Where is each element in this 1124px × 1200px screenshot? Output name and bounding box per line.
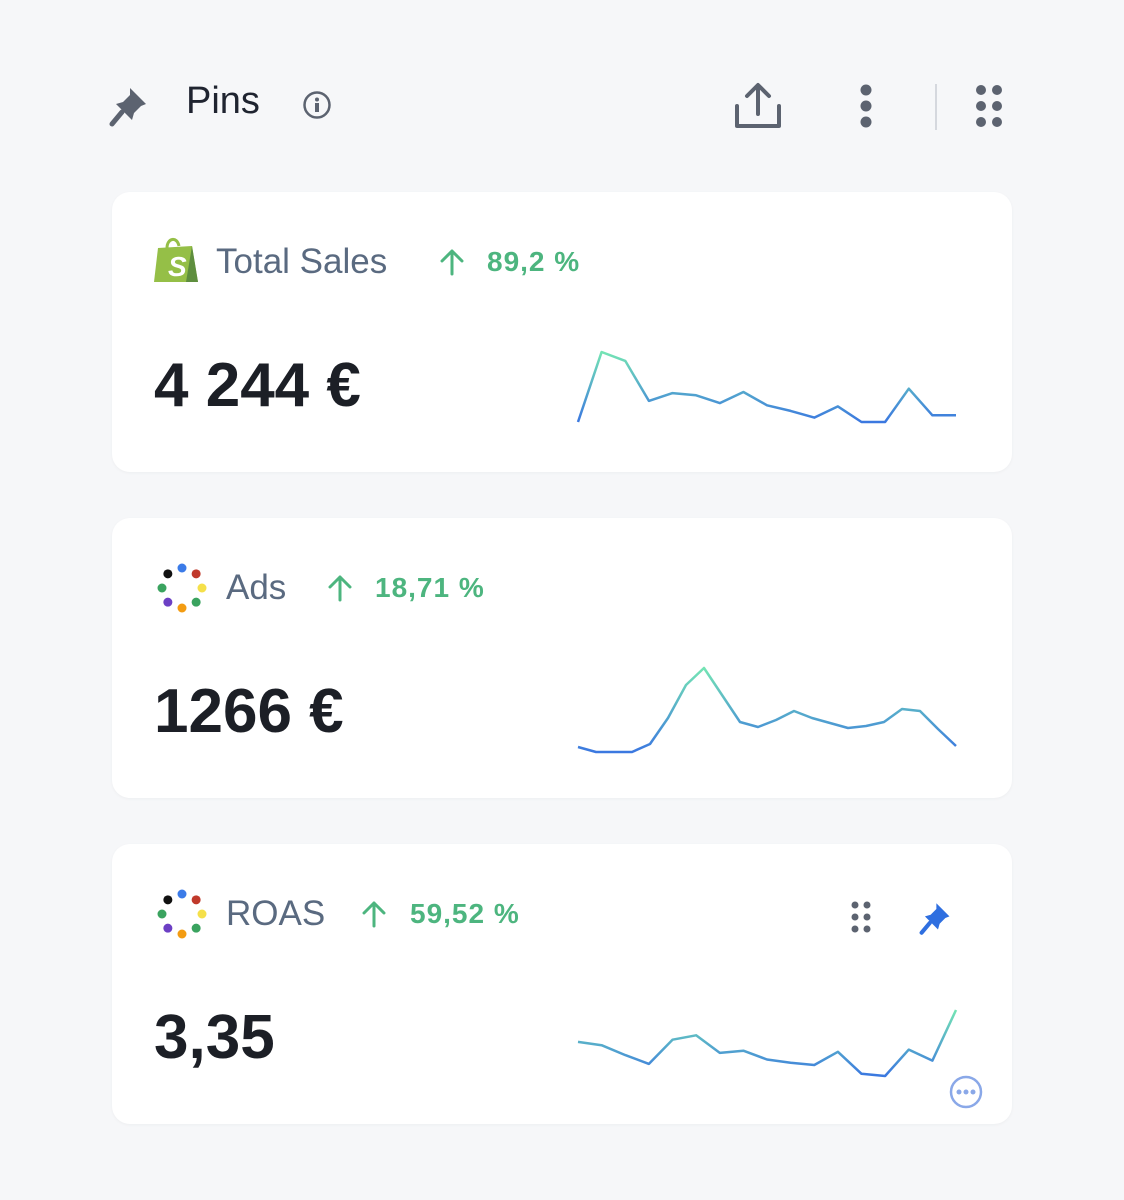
up-arrow: [440, 249, 464, 276]
icon-dot: [191, 569, 201, 579]
icon-dot: [177, 929, 187, 939]
card[interactable]: Ads 18,71 % 1266 €: [112, 518, 1012, 798]
icon-dot: [197, 909, 207, 919]
icon-dot: [157, 583, 167, 593]
info-icon[interactable]: [302, 90, 332, 120]
ads-icon: [157, 563, 207, 613]
up-arrow: [362, 901, 386, 928]
change: 18,71 %: [375, 572, 485, 603]
sparkline: [577, 666, 957, 754]
icon-dot: [163, 895, 173, 905]
change: 59,52 %: [410, 898, 520, 929]
icon-dot: [177, 603, 187, 613]
up-arrow: [328, 575, 352, 602]
svg-text:S: S: [168, 251, 187, 282]
page-title: Pins: [186, 80, 260, 122]
icon-dot: [197, 583, 207, 593]
pin-button[interactable]: [918, 900, 958, 936]
icon-dot: [157, 909, 167, 919]
sparkline: [576, 350, 956, 424]
separator: [935, 84, 937, 130]
sparkline-line: [577, 1009, 958, 1078]
ads-icon: [157, 889, 207, 939]
options-button[interactable]: [948, 1074, 984, 1110]
shopify-icon: S: [154, 238, 198, 282]
icon-dot: [177, 563, 187, 573]
share-icon[interactable]: [734, 82, 782, 130]
card-title: Total Sales: [216, 242, 388, 281]
pin-icon: [109, 88, 146, 127]
change: 89,2 %: [487, 246, 581, 277]
card-value: 1266 €: [154, 677, 344, 746]
icon-dot: [191, 597, 201, 607]
sparkline: [577, 1009, 958, 1078]
grid-icon[interactable]: [974, 84, 1006, 128]
icon-dot: [163, 597, 173, 607]
icon-dot: [191, 895, 201, 905]
sparkline-line: [577, 666, 957, 754]
icon-dot: [163, 923, 173, 933]
drag-handle[interactable]: [850, 900, 874, 936]
card-title: ROAS: [226, 894, 326, 933]
card-value: 4 244 €: [154, 351, 361, 420]
sparkline-line: [576, 350, 956, 424]
card-value: 3,35: [154, 1003, 275, 1072]
card[interactable]: S Total Sales 89,2 % 4 244 €: [112, 192, 1012, 472]
icon-dot: [163, 569, 173, 579]
card-title: Ads: [226, 568, 287, 607]
more-icon[interactable]: [856, 84, 876, 130]
icon-dot: [191, 923, 201, 933]
card[interactable]: ROAS 59,52 % 3,35: [112, 844, 1012, 1124]
icon-dot: [177, 889, 187, 899]
